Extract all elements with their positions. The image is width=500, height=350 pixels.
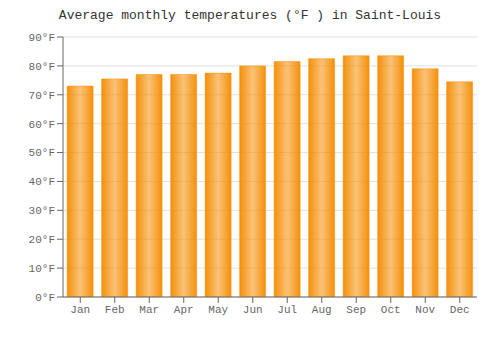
- svg-text:Aug: Aug: [312, 304, 332, 316]
- svg-text:50°F: 50°F: [29, 147, 55, 159]
- svg-text:10°F: 10°F: [29, 263, 55, 275]
- svg-text:Jul: Jul: [277, 304, 297, 316]
- svg-text:Dec: Dec: [450, 304, 470, 316]
- svg-text:60°F: 60°F: [29, 119, 55, 131]
- svg-text:70°F: 70°F: [29, 90, 55, 102]
- svg-text:May: May: [208, 304, 228, 316]
- svg-text:30°F: 30°F: [29, 205, 55, 217]
- svg-text:Oct: Oct: [381, 304, 401, 316]
- html-text:Average monthly temperatures (: Average monthly temperatures (°F ) in Sa…: [58, 8, 442, 23]
- svg-text:Sep: Sep: [346, 304, 366, 316]
- svg-text:20°F: 20°F: [29, 234, 55, 246]
- svg-text:Apr: Apr: [174, 304, 194, 316]
- svg-text:Mar: Mar: [139, 304, 159, 316]
- svg-text:80°F: 80°F: [29, 61, 55, 73]
- svg-text:90°F: 90°F: [29, 32, 55, 44]
- svg-text:Nov: Nov: [415, 304, 435, 316]
- svg-text:Jun: Jun: [243, 304, 263, 316]
- svg-text:Jan: Jan: [70, 304, 90, 316]
- svg-text:0°F: 0°F: [35, 292, 55, 304]
- svg-text:Feb: Feb: [105, 304, 125, 316]
- svg-text:40°F: 40°F: [29, 176, 55, 188]
